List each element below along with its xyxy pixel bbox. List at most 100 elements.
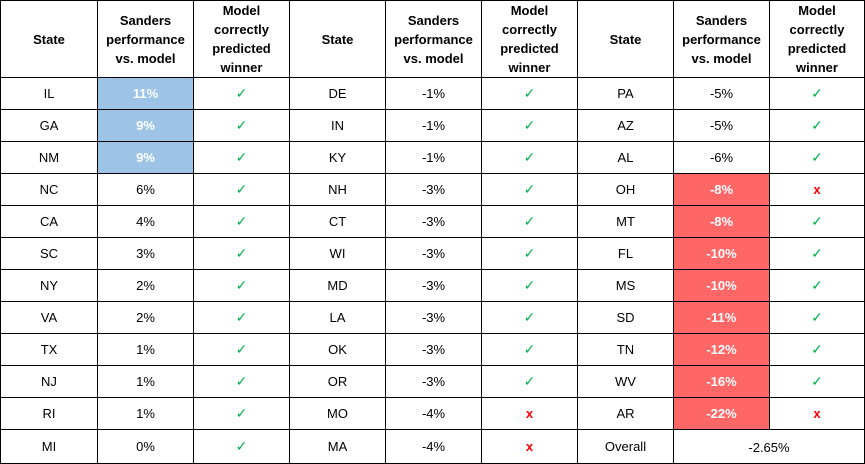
table-row: IL 11% ✓ DE -1% ✓ PA -5% ✓: [0, 77, 865, 110]
state-cell: MD: [289, 269, 386, 302]
performance-cell: 9%: [97, 109, 194, 142]
table-row: SC 3% ✓ WI -3% ✓ FL -10% ✓: [0, 237, 865, 270]
state-cell: SC: [0, 237, 98, 270]
header-correct: Model correctly predicted winner: [769, 0, 865, 78]
header-performance: Sanders performance vs. model: [97, 0, 194, 78]
state-cell: WI: [289, 237, 386, 270]
state-cell: LA: [289, 301, 386, 334]
performance-cell: -11%: [673, 301, 770, 334]
state-cell: MA: [289, 429, 386, 464]
table-row: NY 2% ✓ MD -3% ✓ MS -10% ✓: [0, 269, 865, 302]
state-cell: OR: [289, 365, 386, 398]
state-cell: TN: [577, 333, 674, 366]
check-icon: ✓: [193, 397, 290, 430]
performance-cell: -3%: [385, 173, 482, 206]
table-row: MI 0% ✓ MA -4% x Overall -2.65%: [0, 429, 865, 464]
state-cell: TX: [0, 333, 98, 366]
table-body: IL 11% ✓ DE -1% ✓ PA -5% ✓ GA 9% ✓ IN -1% ✓ AZ -5% ✓ NM 9% ✓…: [0, 77, 865, 464]
cross-icon: x: [769, 397, 865, 430]
check-icon: ✓: [769, 141, 865, 174]
header-performance: Sanders performance vs. model: [673, 0, 770, 78]
performance-cell: 4%: [97, 205, 194, 238]
performance-cell: 1%: [97, 333, 194, 366]
performance-cell: -4%: [385, 397, 482, 430]
performance-cell: -4%: [385, 429, 482, 464]
state-cell: PA: [577, 77, 674, 110]
state-cell: KY: [289, 141, 386, 174]
header-state: State: [0, 0, 98, 78]
state-cell: CA: [0, 205, 98, 238]
performance-cell: -3%: [385, 269, 482, 302]
performance-cell: -12%: [673, 333, 770, 366]
performance-cell: -8%: [673, 173, 770, 206]
performance-cell: -10%: [673, 237, 770, 270]
performance-cell: 1%: [97, 365, 194, 398]
state-cell: DE: [289, 77, 386, 110]
state-cell: MI: [0, 429, 98, 464]
header-state: State: [577, 0, 674, 78]
state-cell: IN: [289, 109, 386, 142]
state-cell: IL: [0, 77, 98, 110]
state-cell: MT: [577, 205, 674, 238]
check-icon: ✓: [769, 301, 865, 334]
table-row: CA 4% ✓ CT -3% ✓ MT -8% ✓: [0, 205, 865, 238]
check-icon: ✓: [193, 237, 290, 270]
performance-cell: -22%: [673, 397, 770, 430]
state-cell: NC: [0, 173, 98, 206]
check-icon: ✓: [481, 205, 578, 238]
state-cell: AZ: [577, 109, 674, 142]
cross-icon: x: [481, 429, 578, 464]
performance-cell: -1%: [385, 77, 482, 110]
check-icon: ✓: [481, 269, 578, 302]
check-icon: ✓: [769, 269, 865, 302]
state-cell: SD: [577, 301, 674, 334]
check-icon: ✓: [481, 237, 578, 270]
performance-cell: -6%: [673, 141, 770, 174]
state-cell: NM: [0, 141, 98, 174]
state-cell: VA: [0, 301, 98, 334]
check-icon: ✓: [193, 173, 290, 206]
state-cell: AR: [577, 397, 674, 430]
cross-icon: x: [769, 173, 865, 206]
table-row: NC 6% ✓ NH -3% ✓ OH -8% x: [0, 173, 865, 206]
table-row: NM 9% ✓ KY -1% ✓ AL -6% ✓: [0, 141, 865, 174]
header-correct: Model correctly predicted winner: [193, 0, 290, 78]
performance-cell: -10%: [673, 269, 770, 302]
performance-cell: 9%: [97, 141, 194, 174]
state-cell: NY: [0, 269, 98, 302]
state-cell: WV: [577, 365, 674, 398]
performance-cell: 2%: [97, 301, 194, 334]
performance-cell: 1%: [97, 397, 194, 430]
state-cell: NJ: [0, 365, 98, 398]
state-cell: OK: [289, 333, 386, 366]
check-icon: ✓: [769, 237, 865, 270]
state-cell: MS: [577, 269, 674, 302]
check-icon: ✓: [481, 141, 578, 174]
performance-cell: 0%: [97, 429, 194, 464]
check-icon: ✓: [769, 333, 865, 366]
overall-label: Overall: [577, 429, 674, 464]
performance-cell: 3%: [97, 237, 194, 270]
table-row: VA 2% ✓ LA -3% ✓ SD -11% ✓: [0, 301, 865, 334]
state-cell: OH: [577, 173, 674, 206]
performance-cell: -5%: [673, 109, 770, 142]
performance-cell: 2%: [97, 269, 194, 302]
table-row: GA 9% ✓ IN -1% ✓ AZ -5% ✓: [0, 109, 865, 142]
performance-cell: -3%: [385, 301, 482, 334]
table-row: NJ 1% ✓ OR -3% ✓ WV -16% ✓: [0, 365, 865, 398]
performance-cell: -16%: [673, 365, 770, 398]
header-row: State Sanders performance vs. model Mode…: [0, 0, 865, 78]
state-cell: AL: [577, 141, 674, 174]
state-cell: NH: [289, 173, 386, 206]
check-icon: ✓: [481, 333, 578, 366]
check-icon: ✓: [481, 365, 578, 398]
performance-cell: -3%: [385, 205, 482, 238]
state-cell: GA: [0, 109, 98, 142]
check-icon: ✓: [193, 141, 290, 174]
performance-cell: -3%: [385, 333, 482, 366]
state-cell: MO: [289, 397, 386, 430]
check-icon: ✓: [481, 173, 578, 206]
check-icon: ✓: [193, 205, 290, 238]
performance-cell: -3%: [385, 237, 482, 270]
